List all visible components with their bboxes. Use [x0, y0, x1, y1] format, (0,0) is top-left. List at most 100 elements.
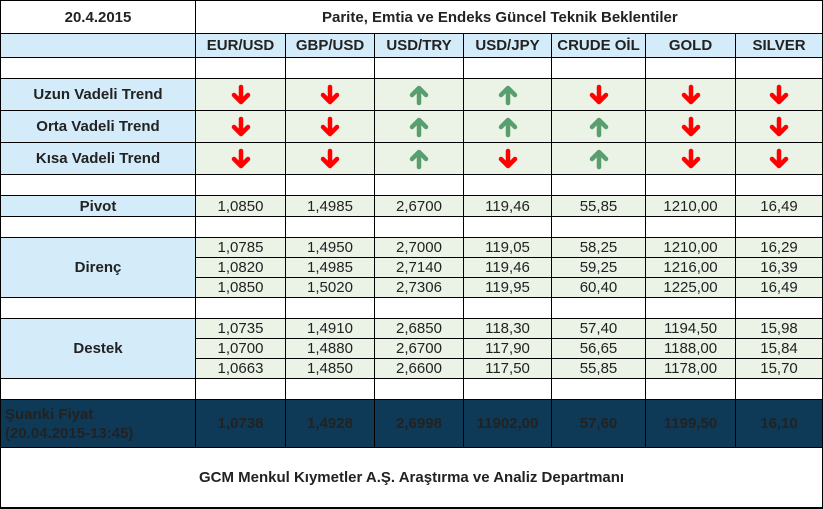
- pivot-value: 119,46: [463, 195, 552, 217]
- trend-row-short: Kısa Vadeli Trend: [0, 142, 823, 175]
- trend-cell: [645, 142, 736, 175]
- trend-cell: [374, 110, 464, 143]
- support-value: 1194,50: [645, 318, 736, 339]
- footer-text: GCM Menkul Kıymetler A.Ş. Araştırma ve A…: [0, 447, 823, 508]
- resistance-value: 2,7000: [374, 237, 464, 258]
- trend-cell: [195, 110, 286, 143]
- resistance-row-3: 1,0850 1,5020 2,7306 119,95 60,40 1225,0…: [1, 277, 823, 298]
- arrow-up-icon: [497, 84, 519, 106]
- support-value: 56,65: [551, 338, 646, 359]
- pivot-label: Pivot: [0, 195, 196, 217]
- trend-row-long: Uzun Vadeli Trend: [0, 78, 823, 111]
- arrow-down-icon: [768, 148, 790, 170]
- arrow-up-icon: [408, 148, 430, 170]
- resistance-label: Direnç: [0, 237, 196, 298]
- pivot-value: 55,85: [551, 195, 646, 217]
- support-value: 1,0735: [195, 318, 286, 339]
- support-row-3: 1,0663 1,4850 2,6600 117,50 55,85 1178,0…: [1, 358, 823, 379]
- trend-cell: [645, 110, 736, 143]
- spacer-row: [0, 57, 823, 79]
- arrow-down-icon: [680, 148, 702, 170]
- resistance-value: 1225,00: [645, 277, 736, 298]
- trend-cell: [551, 110, 646, 143]
- resistance-value: 1,0850: [195, 277, 286, 298]
- trend-label: Uzun Vadeli Trend: [0, 78, 196, 111]
- support-value: 2,6850: [374, 318, 464, 339]
- support-value: 2,6700: [374, 338, 464, 359]
- trend-cell: [734, 142, 823, 175]
- report-title: Parite, Emtia ve Endeks Güncel Teknik Be…: [194, 0, 823, 34]
- resistance-value: 119,05: [463, 237, 552, 258]
- arrow-down-icon: [230, 148, 252, 170]
- pivot-row: Pivot 1,0850 1,4985 2,6700 119,46 55,85 …: [0, 195, 823, 217]
- arrow-down-icon: [230, 84, 252, 106]
- arrow-down-icon: [680, 116, 702, 138]
- column-header: USD/JPY: [463, 33, 552, 58]
- support-value: 55,85: [551, 358, 646, 379]
- resistance-value: 1,0785: [195, 237, 286, 258]
- trend-cell: [463, 110, 552, 143]
- resistance-value: 16,29: [734, 237, 823, 258]
- resistance-value: 2,7140: [374, 257, 464, 278]
- current-price-value: 2,6998: [374, 399, 464, 448]
- column-header-blank: [0, 33, 196, 58]
- resistance-value: 16,49: [734, 277, 823, 298]
- column-header: CRUDE OİL: [551, 33, 646, 58]
- resistance-value: 59,25: [551, 257, 646, 278]
- title-row: 20.4.2015 Parite, Emtia ve Endeks Güncel…: [0, 0, 823, 34]
- spacer-row: [0, 297, 823, 319]
- arrow-up-icon: [408, 84, 430, 106]
- current-price-value: 1,0738: [195, 399, 286, 448]
- arrow-down-icon: [319, 84, 341, 106]
- current-price-timestamp: (20.04.2015-13:45): [5, 424, 134, 442]
- support-label: Destek: [0, 318, 196, 379]
- support-value: 118,30: [463, 318, 552, 339]
- current-price-row: Şuanki Fiyat (20.04.2015-13:45) 1,0738 1…: [0, 399, 823, 448]
- support-row-2: 1,0700 1,4880 2,6700 117,90 56,65 1188,0…: [1, 338, 823, 359]
- arrow-down-icon: [319, 148, 341, 170]
- support-value: 15,98: [734, 318, 823, 339]
- trend-cell: [285, 78, 375, 111]
- column-header: EUR/USD: [195, 33, 286, 58]
- arrow-down-icon: [680, 84, 702, 106]
- trend-cell: [645, 78, 736, 111]
- arrow-up-icon: [408, 116, 430, 138]
- resistance-value: 119,46: [463, 257, 552, 278]
- arrow-up-icon: [588, 116, 610, 138]
- resistance-value: 1,5020: [285, 277, 375, 298]
- support-value: 1178,00: [645, 358, 736, 379]
- trend-label: Kısa Vadeli Trend: [0, 142, 196, 175]
- resistance-value: 1,4985: [285, 257, 375, 278]
- report-date: 20.4.2015: [0, 0, 196, 34]
- resistance-value: 1,0820: [195, 257, 286, 278]
- column-header-row: EUR/USD GBP/USD USD/TRY USD/JPY CRUDE Oİ…: [0, 33, 823, 58]
- support-value: 1,4850: [285, 358, 375, 379]
- resistance-value: 58,25: [551, 237, 646, 258]
- arrow-down-icon: [497, 148, 519, 170]
- pivot-value: 16,49: [734, 195, 823, 217]
- column-header: GOLD: [645, 33, 736, 58]
- support-value: 117,90: [463, 338, 552, 359]
- pivot-value: 1210,00: [645, 195, 736, 217]
- trend-cell: [374, 78, 464, 111]
- trend-cell: [463, 78, 552, 111]
- spacer-row: [0, 378, 823, 400]
- trend-cell: [551, 142, 646, 175]
- current-price-value: 57,60: [551, 399, 646, 448]
- spacer-row: [0, 174, 823, 196]
- support-value: 15,70: [734, 358, 823, 379]
- footer-row: GCM Menkul Kıymetler A.Ş. Araştırma ve A…: [0, 447, 823, 508]
- arrow-down-icon: [588, 84, 610, 106]
- resistance-value: 119,95: [463, 277, 552, 298]
- resistance-value: 1216,00: [645, 257, 736, 278]
- trend-cell: [734, 78, 823, 111]
- current-price-value: 11902,00: [463, 399, 552, 448]
- arrow-down-icon: [768, 84, 790, 106]
- current-price-value: 1,4928: [285, 399, 375, 448]
- trend-cell: [285, 110, 375, 143]
- trend-cell: [374, 142, 464, 175]
- resistance-value: 1,4950: [285, 237, 375, 258]
- trend-label: Orta Vadeli Trend: [0, 110, 196, 143]
- trend-cell: [734, 110, 823, 143]
